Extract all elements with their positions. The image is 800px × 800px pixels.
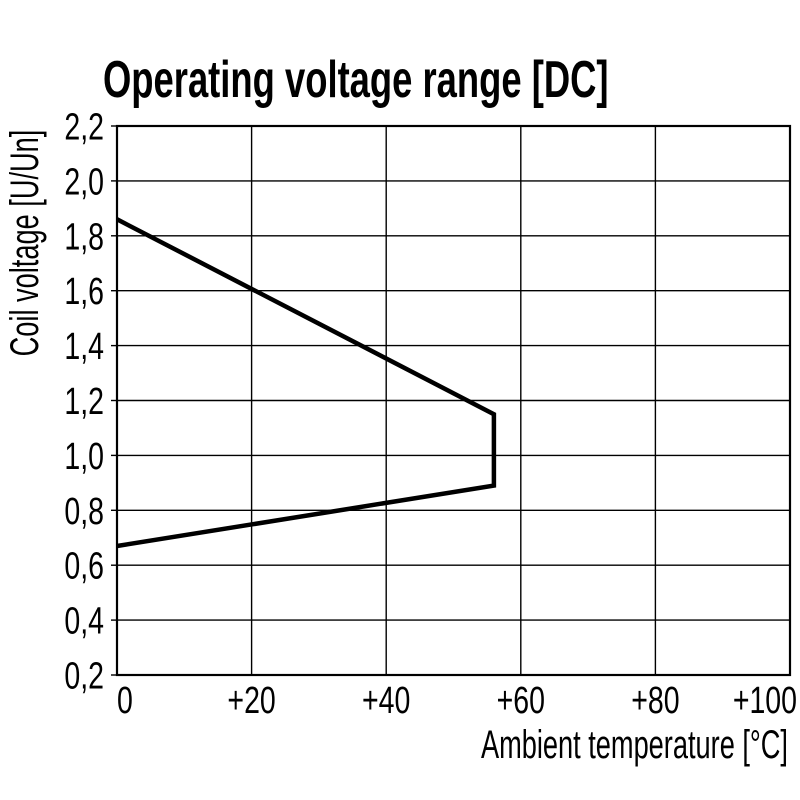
plot-border (115, 124, 792, 677)
series-layer (115, 217, 497, 549)
y-tick-label: 2,0 (64, 162, 104, 204)
y-tick-label: 0,8 (64, 491, 104, 533)
y-tick-label: 2,2 (64, 107, 104, 149)
chart-title: Operating voltage range [DC] (103, 49, 609, 108)
y-tick-label: 0,6 (64, 546, 104, 588)
y-tick-label: 1,0 (64, 436, 104, 478)
x-tick-label: 0 (117, 680, 133, 722)
x-tick-label: +80 (631, 680, 679, 722)
y-tick-label: 1,8 (64, 216, 104, 258)
y-tick-label: 1,2 (64, 381, 104, 423)
y-axis-title: Coil voltage [U/Un] (3, 130, 47, 357)
y-tick-label: 0,4 (64, 601, 104, 643)
x-axis-title: Ambient temperature [°C] (481, 723, 788, 767)
x-tick-label: +20 (227, 680, 275, 722)
x-tick-label: +40 (362, 680, 410, 722)
label-layer: 0,2 0,4 0,6 0,8 1,0 1,2 1,4 1,6 1,8 2,0 2,2 0 +20 +40… (64, 107, 797, 722)
y-tick-label: 1,4 (64, 326, 104, 368)
x-tick-label: +60 (497, 680, 545, 722)
x-tick-label: +100 (733, 680, 797, 722)
y-tick-label: 0,2 (64, 656, 104, 698)
grid-layer (116, 125, 791, 676)
y-tick-label: 1,6 (64, 271, 104, 313)
operating-voltage-boundary-line (115, 217, 497, 549)
